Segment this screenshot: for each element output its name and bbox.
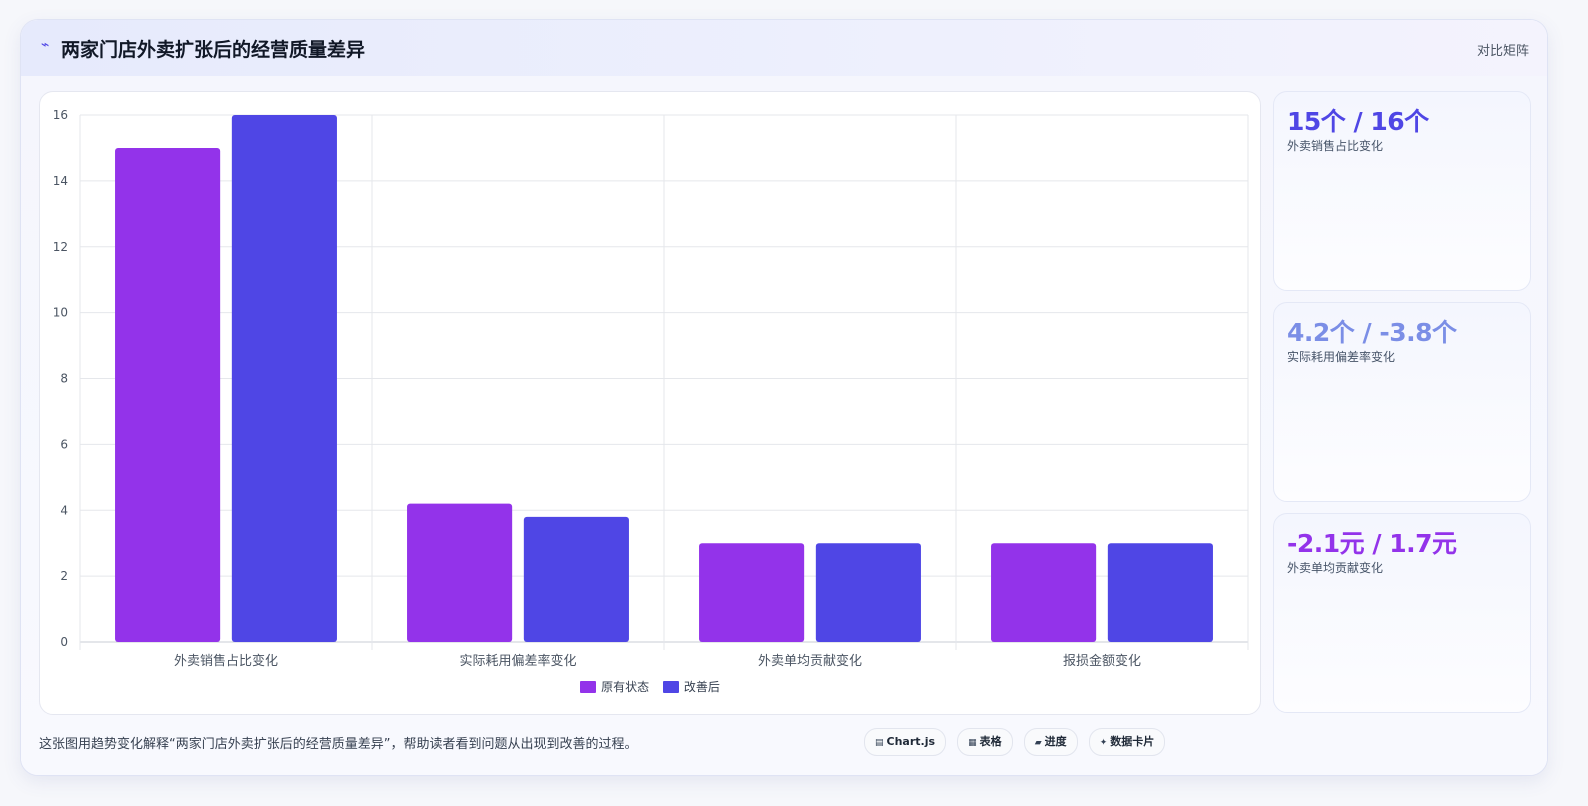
bar xyxy=(231,115,337,642)
y-tick-label: 12 xyxy=(53,240,68,254)
bar xyxy=(115,147,221,642)
metric-value: -2.1元 / 1.7元 xyxy=(1287,529,1457,558)
metric-card-3: -2.1元 / 1.7元 外卖单均贡献变化 xyxy=(1273,513,1531,713)
y-tick-label: 16 xyxy=(53,108,68,122)
bar xyxy=(815,543,921,642)
metric-label: 外卖单均贡献变化 xyxy=(1287,561,1384,575)
x-tick-label: 报损金额变化 xyxy=(1063,653,1141,669)
progress-icon: ▰ xyxy=(1034,738,1042,748)
tag-list: ▤ Chart.js ▦ 表格 ▰ 进度 ✦ 数据卡片 xyxy=(864,728,1171,756)
y-tick-label: 4 xyxy=(60,503,68,517)
metric-value: 15个 / 16个 xyxy=(1287,107,1429,136)
dashboard-card: ⌁ 两家门店外卖扩张后的经营质量差异 对比矩阵 0 2 4 6 8 10 12 14 16 外卖销… xyxy=(20,19,1548,776)
tag-progress[interactable]: ▰ 进度 xyxy=(1023,728,1078,756)
y-tick-label: 2 xyxy=(60,569,68,583)
card-header: ⌁ 两家门店外卖扩张后的经营质量差异 对比矩阵 xyxy=(21,20,1547,77)
metric-label: 外卖销售占比变化 xyxy=(1287,139,1384,153)
chart-description: 这张图用趋势变化解释“两家门店外卖扩张后的经营质量差异”，帮助读者看到问题从出现… xyxy=(39,737,638,752)
y-tick-label: 6 xyxy=(60,437,68,451)
comparison-matrix-label[interactable]: 对比矩阵 xyxy=(1476,44,1529,59)
legend-swatch-improved xyxy=(662,681,679,693)
x-tick-label: 外卖销售占比变化 xyxy=(174,653,278,669)
tag-chartjs[interactable]: ▤ Chart.js xyxy=(864,728,947,756)
legend-swatch-original xyxy=(580,681,597,693)
bar xyxy=(1107,543,1213,642)
tag-label: Chart.js xyxy=(886,735,936,748)
metric-value: 4.2个 / -3.8个 xyxy=(1287,318,1457,347)
bar xyxy=(523,516,629,642)
card-body: 0 2 4 6 8 10 12 14 16 外卖销售占比变化 实际耗用偏差率变化 外卖单均贡献变化 报损… xyxy=(21,76,1547,775)
y-tick-label: 14 xyxy=(53,174,68,188)
bar xyxy=(699,543,805,642)
y-tick-label: 0 xyxy=(60,635,68,649)
zigzag-arrow-icon: ⌁ xyxy=(41,37,50,53)
chart-legend: 原有状态 改善后 xyxy=(40,678,1260,695)
legend-label-improved: 改善后 xyxy=(683,680,720,694)
y-tick-label: 8 xyxy=(60,372,68,386)
tag-label: 数据卡片 xyxy=(1110,735,1155,748)
page-title: 两家门店外卖扩张后的经营质量差异 xyxy=(61,39,366,61)
y-tick-label: 10 xyxy=(53,306,68,320)
x-tick-label: 外卖单均贡献变化 xyxy=(758,653,862,669)
chart-panel: 0 2 4 6 8 10 12 14 16 外卖销售占比变化 实际耗用偏差率变化 外卖单均贡献变化 报损… xyxy=(39,91,1261,715)
table-icon: ▦ xyxy=(968,738,977,748)
tag-table[interactable]: ▦ 表格 xyxy=(957,728,1013,756)
tag-label: 进度 xyxy=(1044,735,1067,748)
metric-card-1: 15个 / 16个 外卖销售占比变化 xyxy=(1273,91,1531,291)
bar xyxy=(407,503,513,642)
tag-data-card[interactable]: ✦ 数据卡片 xyxy=(1088,728,1166,756)
bar xyxy=(991,543,1097,642)
legend-item-original[interactable]: 原有状态 xyxy=(580,678,649,695)
metric-label: 实际耗用偏差率变化 xyxy=(1287,350,1396,364)
legend-label-original: 原有状态 xyxy=(601,680,650,694)
x-tick-label: 实际耗用偏差率变化 xyxy=(459,653,576,669)
sparkle-icon: ✦ xyxy=(1099,738,1108,748)
chart-icon: ▤ xyxy=(875,738,884,748)
metric-card-2: 4.2个 / -3.8个 实际耗用偏差率变化 xyxy=(1273,302,1531,502)
tag-label: 表格 xyxy=(979,735,1002,748)
bar-chart: 0 2 4 6 8 10 12 14 16 外卖销售占比变化 实际耗用偏差率变化 外卖单均贡献变化 报损… xyxy=(53,108,1249,669)
legend-item-improved[interactable]: 改善后 xyxy=(662,678,720,695)
